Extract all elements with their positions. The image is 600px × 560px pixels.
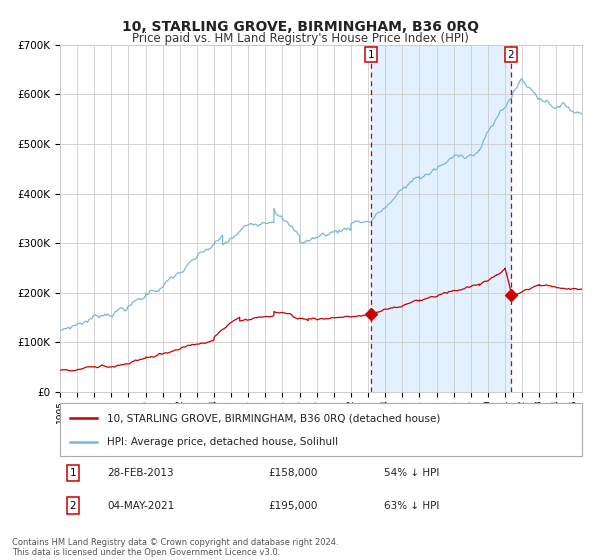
Text: £158,000: £158,000 — [269, 468, 318, 478]
Text: 63% ↓ HPI: 63% ↓ HPI — [383, 501, 439, 511]
Text: 10, STARLING GROVE, BIRMINGHAM, B36 0RQ: 10, STARLING GROVE, BIRMINGHAM, B36 0RQ — [121, 20, 479, 34]
Text: 04-MAY-2021: 04-MAY-2021 — [107, 501, 174, 511]
FancyBboxPatch shape — [60, 403, 582, 456]
Text: 1: 1 — [367, 50, 374, 60]
Text: 54% ↓ HPI: 54% ↓ HPI — [383, 468, 439, 478]
Text: 28-FEB-2013: 28-FEB-2013 — [107, 468, 173, 478]
Text: 10, STARLING GROVE, BIRMINGHAM, B36 0RQ (detached house): 10, STARLING GROVE, BIRMINGHAM, B36 0RQ … — [107, 413, 440, 423]
Text: £195,000: £195,000 — [269, 501, 318, 511]
Text: Contains HM Land Registry data © Crown copyright and database right 2024.
This d: Contains HM Land Registry data © Crown c… — [12, 538, 338, 557]
Text: 2: 2 — [70, 501, 76, 511]
Text: 1: 1 — [70, 468, 76, 478]
Text: Price paid vs. HM Land Registry's House Price Index (HPI): Price paid vs. HM Land Registry's House … — [131, 32, 469, 45]
Text: 2: 2 — [508, 50, 514, 60]
Bar — [371, 45, 511, 392]
Text: HPI: Average price, detached house, Solihull: HPI: Average price, detached house, Soli… — [107, 436, 338, 446]
